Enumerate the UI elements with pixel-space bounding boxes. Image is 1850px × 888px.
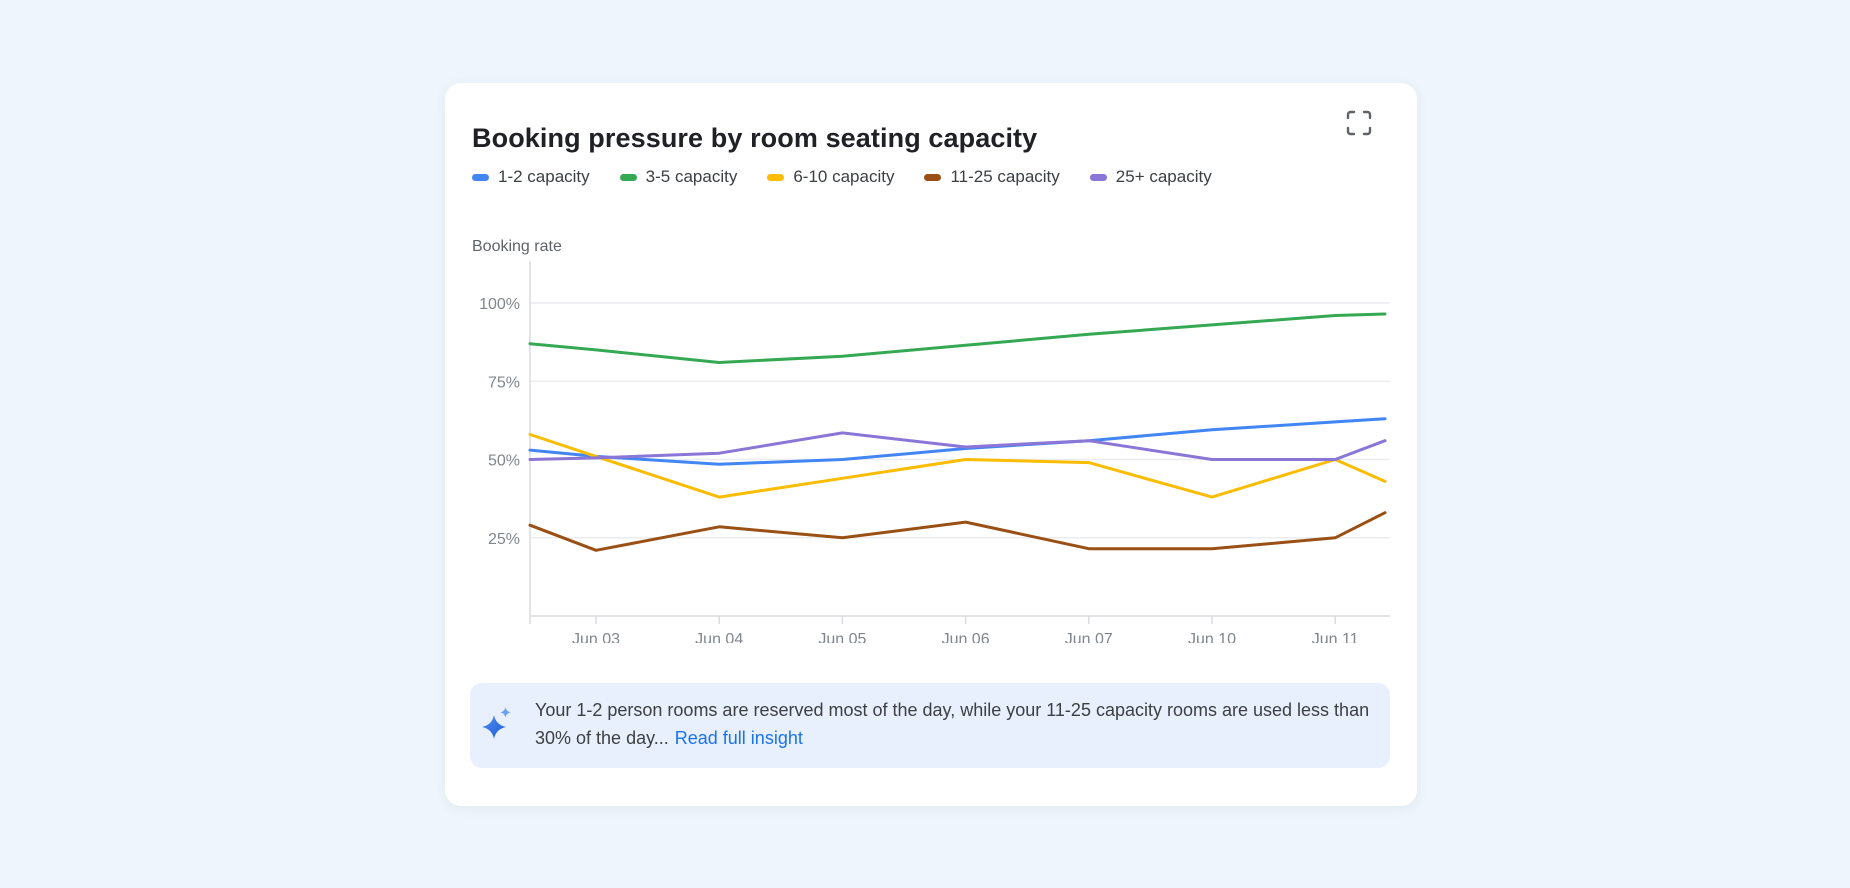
x-tick-label: Jun 04 [695,631,743,643]
x-tick-label: Jun 05 [818,631,866,643]
booking-pressure-card: Booking pressure by room seating capacit… [445,83,1417,806]
fullscreen-icon [1346,110,1372,136]
y-tick-label: 25% [488,531,520,548]
legend-item-6-10-capacity[interactable]: 6-10 capacity [767,167,894,187]
insight-banner: Your 1-2 person rooms are reserved most … [470,683,1390,768]
x-tick-label: Jun 03 [572,631,620,643]
legend-item-11-25-capacity[interactable]: 11-25 capacity [924,167,1060,187]
legend-label: 25+ capacity [1115,167,1212,186]
read-full-insight-link[interactable]: Read full insight [674,728,803,748]
legend-label: 1-2 capacity [498,167,590,186]
series-line-25+-capacity [528,431,1387,461]
legend-marker [619,173,637,181]
series-line-11-25-capacity [528,511,1387,552]
legend-label: 6-10 capacity [793,167,895,186]
legend-marker [924,173,942,181]
legend-marker [472,173,489,181]
series-line-6-10-capacity [528,433,1387,499]
legend-item-25+-capacity[interactable]: 25+ capacity [1089,167,1212,187]
legend-item-3-5-capacity[interactable]: 3-5 capacity [619,167,738,187]
x-tick-label: Jun 06 [942,631,990,643]
line-chart: Booking rate 100% 75% 50% 25% Jun 03 Jun 04 Jun… [445,233,1417,643]
x-tick-label: Jun 07 [1065,631,1113,643]
legend-marker [767,173,785,181]
legend: 1-2 capacity 3-5 capacity 6-10 capacity 11-… [472,167,1397,187]
legend-label: 11-25 capacity [950,167,1060,186]
legend-item-1-2-capacity[interactable]: 1-2 capacity [472,167,590,187]
x-tick-label: Jun 11 [1312,631,1359,643]
series-line-3-5-capacity [528,312,1387,364]
legend-marker [1089,173,1107,181]
legend-label: 3-5 capacity [645,167,738,186]
expand-button[interactable] [1341,105,1377,141]
y-tick-label: 100% [479,296,520,313]
sparkle-icon [482,707,511,739]
insight-text: Your 1-2 person rooms are reserved most … [535,696,1393,752]
y-tick-label: 50% [488,453,520,470]
insight-summary: Your 1-2 person rooms are reserved most … [535,700,1370,748]
y-tick-label: 75% [488,374,520,391]
x-tick-label: Jun 10 [1188,631,1236,643]
series-line-1-2-capacity [528,417,1387,466]
y-axis-title: Booking rate [472,238,562,255]
page-title: Booking pressure by room seating capacit… [472,123,1038,154]
